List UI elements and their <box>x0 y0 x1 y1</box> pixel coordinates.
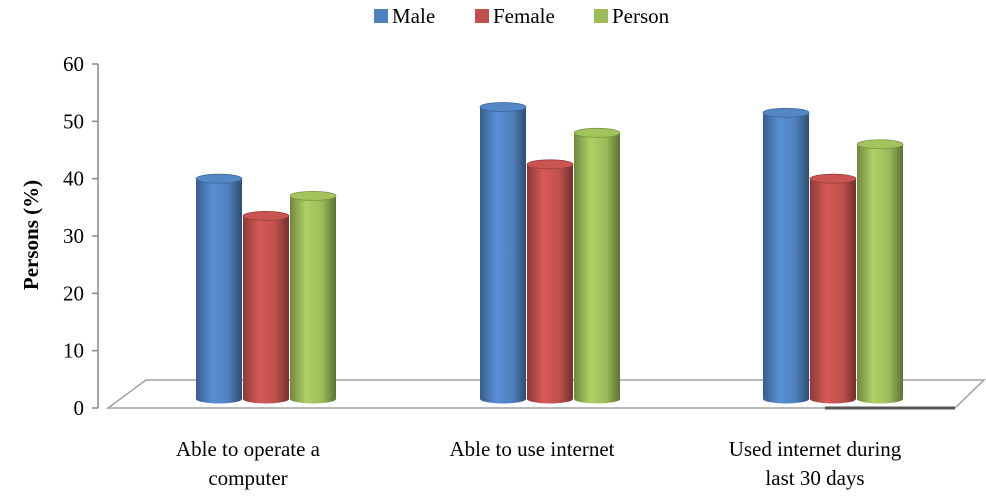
bar-female-2 <box>809 173 857 404</box>
bars <box>195 102 904 404</box>
y-axis-title: Persons (%) <box>19 180 43 290</box>
y-tick-label: 0 <box>74 396 85 420</box>
y-tick-label: 50 <box>63 109 84 133</box>
bar-male-0 <box>195 173 243 404</box>
y-tick-label: 40 <box>63 167 84 191</box>
x-category-label: Used internet during <box>729 437 902 461</box>
y-tick-label: 10 <box>63 339 84 363</box>
x-category-label: last 30 days <box>765 466 864 490</box>
y-tick-label: 20 <box>63 281 84 305</box>
legend-label: Person <box>612 4 670 28</box>
x-category-label: Able to operate a <box>176 437 321 461</box>
x-category-label: computer <box>208 466 287 490</box>
bar-person-0 <box>289 190 337 404</box>
bar-person-2 <box>856 139 904 404</box>
x-axis-labels: Able to operate a computer Able to use int… <box>176 437 902 490</box>
bar-female-0 <box>242 211 290 404</box>
y-tick-label: 60 <box>63 52 84 76</box>
x-category-label: Able to use internet <box>449 437 614 461</box>
bar-female-1 <box>526 159 574 404</box>
legend-label: Female <box>493 4 555 28</box>
legend-item-person: Person <box>594 4 670 28</box>
bar-male-2 <box>762 107 810 404</box>
legend-label: Male <box>392 4 435 28</box>
legend-swatch <box>594 9 608 23</box>
legend-item-male: Male <box>374 4 435 28</box>
y-tick-label: 30 <box>63 224 84 248</box>
y-axis: 0 10 20 30 40 50 60 <box>63 52 99 420</box>
legend-swatch <box>374 9 388 23</box>
bar-person-1 <box>573 127 621 404</box>
bar-male-1 <box>479 102 527 404</box>
legend-item-female: Female <box>475 4 555 28</box>
legend: Male Female Person <box>374 4 670 28</box>
legend-swatch <box>475 9 489 23</box>
